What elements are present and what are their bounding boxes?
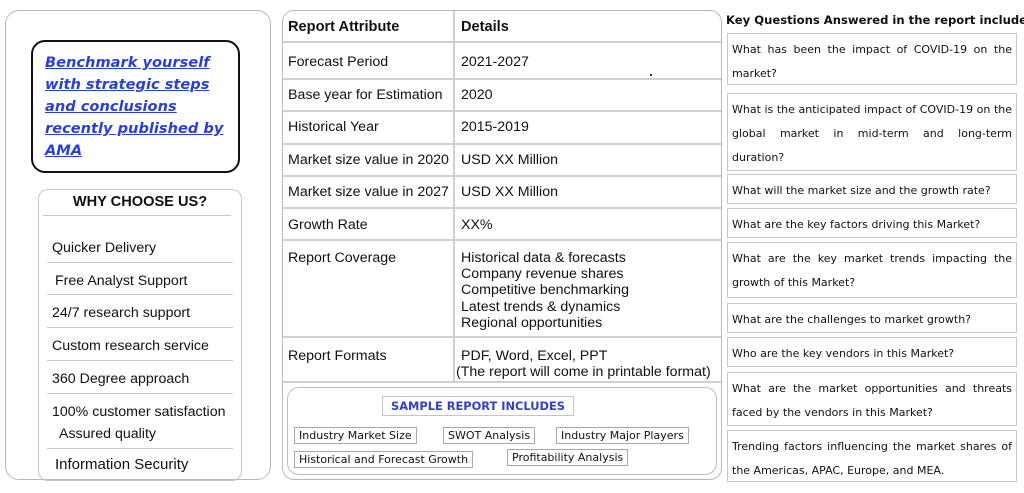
row-report-formats-note: (The report will come in printable forma… bbox=[456, 364, 711, 380]
question-item: What has been the impact of COVID-19 on … bbox=[727, 33, 1017, 85]
benchmark-box: Benchmark yourself with strategic steps … bbox=[31, 40, 240, 173]
sample-tag-major-players: Industry Major Players bbox=[556, 427, 689, 444]
row-market-size-2027-details: USD XX Million bbox=[461, 184, 558, 200]
key-questions-title: Key Questions Answered in the report inc… bbox=[726, 13, 1024, 27]
sample-tag-forecast-growth: Historical and Forecast Growth bbox=[294, 451, 474, 468]
why-item-research-support: 24/7 research support bbox=[52, 305, 191, 321]
report-attributes-panel: Report Attribute Details Forecast Period… bbox=[282, 10, 722, 480]
row-market-size-2027-attribute: Market size value in 2027 bbox=[288, 184, 449, 200]
coverage-item: Latest trends & dynamics bbox=[461, 298, 621, 315]
row-forecast-period-attribute: Forecast Period bbox=[288, 54, 389, 70]
key-questions-panel: Key Questions Answered in the report inc… bbox=[724, 10, 1024, 482]
sample-tag-market-size: Industry Market Size bbox=[294, 427, 417, 444]
divider bbox=[47, 393, 233, 394]
row-report-coverage-details: Historical data & forecasts Company reve… bbox=[461, 250, 629, 331]
coverage-item: Historical data & forecasts bbox=[461, 250, 626, 266]
table-row-divider bbox=[283, 239, 721, 241]
row-growth-rate-attribute: Growth Rate bbox=[288, 217, 368, 233]
row-base-year-attribute: Base year for Estimation bbox=[288, 87, 443, 103]
sample-report-title: SAMPLE REPORT INCLUDES bbox=[382, 396, 574, 416]
row-forecast-period-details: 2021-2027 bbox=[461, 54, 529, 70]
why-item-delivery: Quicker Delivery bbox=[52, 240, 157, 256]
why-choose-us-box: WHY CHOOSE US? Quicker Delivery Free Ana… bbox=[38, 189, 242, 481]
row-historical-year-attribute: Historical Year bbox=[288, 119, 379, 135]
question-item: What will the market size and the growth… bbox=[727, 174, 1017, 204]
why-item-customer-satisfaction: 100% customer satisfaction bbox=[52, 404, 226, 420]
left-panel: Benchmark yourself with strategic steps … bbox=[5, 10, 271, 481]
divider bbox=[47, 360, 233, 361]
why-item-analyst-support: Free Analyst Support bbox=[55, 273, 188, 289]
table-row-divider bbox=[283, 41, 721, 43]
header-report-attribute: Report Attribute bbox=[288, 19, 400, 35]
table-row-divider bbox=[283, 143, 721, 145]
sample-report-box: SAMPLE REPORT INCLUDES Industry Market S… bbox=[287, 387, 717, 475]
question-item: Trending factors influencing the market … bbox=[727, 430, 1017, 482]
coverage-item: Regional opportunities bbox=[461, 314, 603, 331]
why-item-assured-quality: Assured quality bbox=[59, 426, 156, 442]
stray-dot bbox=[650, 74, 652, 76]
sample-tag-profitability: Profitability Analysis bbox=[507, 449, 629, 466]
row-report-coverage-attribute: Report Coverage bbox=[288, 250, 397, 266]
row-growth-rate-details: XX% bbox=[461, 217, 493, 233]
divider bbox=[47, 448, 233, 449]
divider bbox=[47, 294, 233, 295]
table-column-divider bbox=[453, 11, 455, 383]
why-choose-us-title: WHY CHOOSE US? bbox=[72, 194, 208, 210]
table-row-divider bbox=[283, 175, 721, 177]
why-item-information-security: Information Security bbox=[55, 456, 189, 473]
question-item: Who are the key vendors in this Market? bbox=[727, 337, 1017, 367]
divider bbox=[47, 262, 233, 263]
question-item: What are the challenges to market growth… bbox=[727, 303, 1017, 333]
divider bbox=[47, 327, 233, 328]
benchmark-link[interactable]: Benchmark yourself with strategic steps … bbox=[45, 54, 224, 159]
row-base-year-details: 2020 bbox=[461, 87, 493, 103]
table-row-divider bbox=[283, 336, 721, 338]
table-row-divider bbox=[283, 207, 721, 209]
why-item-custom-research: Custom research service bbox=[52, 338, 209, 354]
row-report-formats-attribute: Report Formats bbox=[288, 348, 387, 364]
table-row-divider bbox=[283, 381, 721, 383]
header-details: Details bbox=[461, 19, 509, 35]
coverage-item: Company revenue shares bbox=[461, 266, 624, 283]
row-market-size-2020-attribute: Market size value in 2020 bbox=[288, 152, 449, 168]
question-item: What are the market opportunities and th… bbox=[727, 372, 1017, 426]
table-row-divider bbox=[283, 110, 721, 112]
row-report-formats-details: PDF, Word, Excel, PPT bbox=[461, 348, 608, 364]
row-market-size-2020-details: USD XX Million bbox=[461, 152, 558, 168]
sample-tag-swot: SWOT Analysis bbox=[443, 427, 536, 444]
question-item: What are the key factors driving this Ma… bbox=[727, 208, 1017, 238]
question-item: What is the anticipated impact of COVID-… bbox=[727, 93, 1017, 171]
divider bbox=[43, 215, 231, 216]
coverage-item: Competitive benchmarking bbox=[461, 282, 629, 299]
why-item-360-approach: 360 Degree approach bbox=[52, 371, 190, 387]
table-row-divider bbox=[283, 78, 721, 80]
question-item: What are the key market trends impacting… bbox=[727, 242, 1017, 298]
row-historical-year-details: 2015-2019 bbox=[461, 119, 529, 135]
